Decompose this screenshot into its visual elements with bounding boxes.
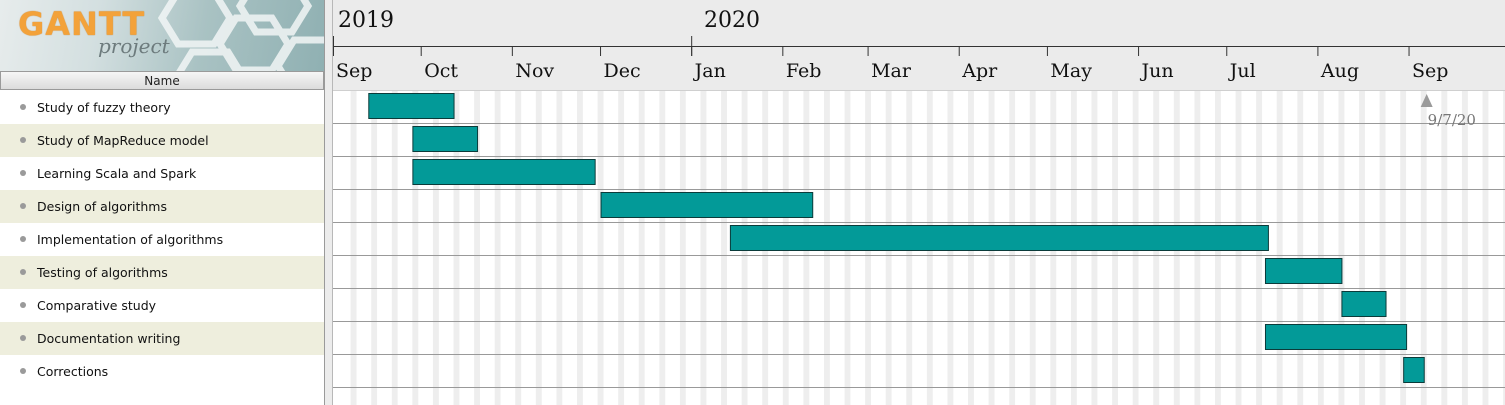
task-row[interactable]: Corrections [0,355,326,388]
task-name: Design of algorithms [37,199,167,214]
task-bar [1264,258,1343,284]
task-name: Testing of algorithms [37,265,168,280]
column-header-name[interactable]: Name [0,71,324,90]
weekend-stripe [474,90,480,405]
weekend-stripe [659,90,666,405]
bullet-icon [20,137,26,143]
weekend-stripe [515,90,522,405]
weekend-stripe [1317,90,1324,405]
task-row[interactable]: Study of MapReduce model [0,124,326,157]
weekend-stripe [350,90,357,405]
task-row[interactable]: Learning Scala and Spark [0,157,326,190]
month-label: Dec [604,60,641,82]
weekend-stripe [412,90,419,405]
task-bar [1264,324,1408,350]
weekend-stripe [453,90,460,405]
task-row[interactable]: Comparative study [0,289,326,322]
task-bar [1403,357,1425,383]
month-label: Sep [1412,60,1448,82]
weekend-stripe [432,90,439,405]
task-name: Implementation of algorithms [37,232,224,247]
logo-subtext: project [98,34,170,58]
weekend-stripe [679,90,686,405]
year-label: 2020 [704,8,760,33]
month-label: Jun [1140,60,1174,82]
weekend-stripe [371,90,378,405]
month-label: Aug [1320,60,1359,82]
task-bar [412,126,479,152]
month-label: Jan [693,60,726,82]
month-label: May [1050,60,1092,82]
weekend-stripe [1359,90,1365,405]
weekend-stripe [494,90,501,405]
month-label: Apr [961,60,998,82]
weekend-stripe [1461,90,1468,405]
bullet-icon [20,368,26,374]
task-row[interactable]: Documentation writing [0,322,326,355]
task-bar [412,159,596,185]
weekend-stripe [556,90,563,405]
bullet-icon [20,203,26,209]
bullet-icon [20,170,26,176]
weekend-stripe [597,90,604,405]
weekend-stripe [1297,90,1304,405]
panel-splitter[interactable] [324,0,333,405]
year-label: 2019 [338,8,394,33]
weekend-stripe [638,90,645,405]
month-label: Nov [515,60,554,82]
month-label: Mar [871,60,912,82]
month-label: Jul [1228,60,1256,82]
logo-text: GANTT [18,5,146,43]
task-bar [600,192,814,218]
today-label: 9/7/20 [1428,111,1476,129]
bullet-icon [20,269,26,275]
task-name: Study of MapReduce model [37,133,209,148]
weekend-stripe [535,90,542,405]
weekend-stripe [1420,90,1427,405]
bullet-icon [20,104,26,110]
weekend-stripe [1482,90,1489,405]
task-bar [368,93,455,119]
task-bar [729,225,1269,251]
task-row[interactable]: Testing of algorithms [0,256,326,289]
bullet-icon [20,335,26,341]
weekend-stripe [1441,90,1448,405]
gantt-chart: 2019 2020 Sep Oct Nov Dec Jan Feb Mar Apr May Jun… [333,0,1505,405]
weekend-stripe [618,90,625,405]
weekend-stripe [391,90,398,405]
weekend-stripe [1276,90,1283,405]
timeline-header: 2019 2020 [333,0,1505,90]
task-name: Learning Scala and Spark [37,166,197,181]
weekend-stripe [1338,90,1345,405]
ganttproject-logo: GANTT project [0,0,326,71]
logo-hexagon-pattern [157,0,326,71]
month-label: Sep [336,60,372,82]
gantt-canvas: Sep Oct Nov Dec Jan Feb Mar Apr May Jun Jul Aug Sep 9… [333,36,1505,405]
weekend-stripe [577,90,583,405]
task-bar [1341,291,1387,317]
weekend-stripe [1400,90,1407,405]
task-name: Documentation writing [37,331,181,346]
task-row[interactable]: Implementation of algorithms [0,223,326,256]
month-label: Feb [786,60,822,82]
month-label: Oct [424,60,458,82]
task-panel: GANTT project Name Study of fuzzy theory… [0,0,326,405]
today-marker-icon [1420,94,1433,107]
task-row[interactable]: Design of algorithms [0,190,326,223]
weekend-stripe [1379,90,1386,405]
weekend-stripe [721,90,727,405]
bullet-icon [20,236,26,242]
bullet-icon [20,302,26,308]
task-name: Corrections [37,364,109,379]
task-name: Study of fuzzy theory [37,100,171,115]
weekend-stripe [700,90,707,405]
task-row[interactable]: Study of fuzzy theory [0,91,326,124]
weekend-stripe [1503,90,1505,405]
task-name: Comparative study [37,298,157,313]
